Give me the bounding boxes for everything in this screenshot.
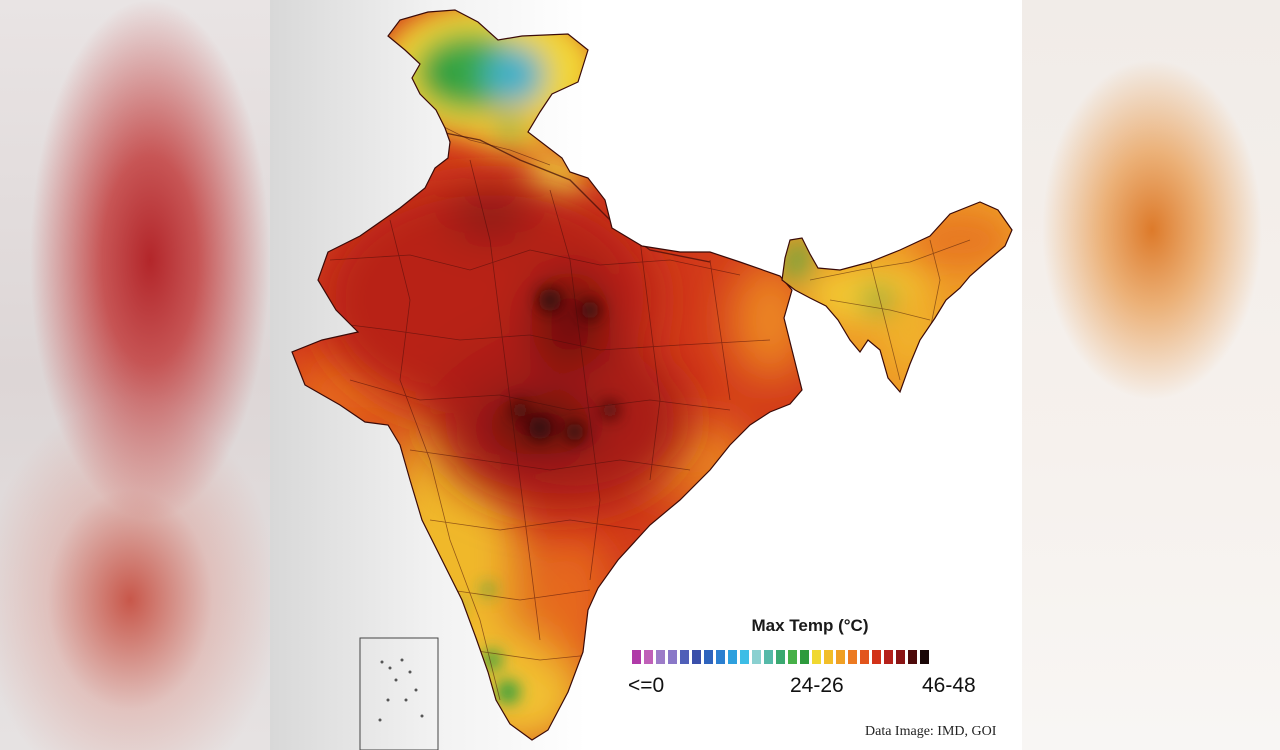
legend-swatch-10 bbox=[752, 650, 761, 664]
legend-swatch-11 bbox=[764, 650, 773, 664]
legend-label-mid: 24-26 bbox=[790, 674, 844, 697]
india-max-temperature-map bbox=[291, 9, 1013, 750]
legend-swatch-8 bbox=[728, 650, 737, 664]
northeast-region bbox=[782, 202, 1012, 392]
legend-swatch-23 bbox=[908, 650, 917, 664]
island-inset-box bbox=[359, 637, 439, 750]
image-credit: Data Image: IMD, GOI bbox=[865, 724, 997, 739]
legend-swatch-1 bbox=[644, 650, 653, 664]
legend-swatch-2 bbox=[656, 650, 665, 664]
legend-label-high: 46-48 bbox=[922, 674, 976, 697]
legend-swatch-18 bbox=[848, 650, 857, 664]
legend-title: Max Temp (°C) bbox=[751, 616, 869, 635]
legend-swatch-17 bbox=[836, 650, 845, 664]
legend-swatch-0 bbox=[632, 650, 641, 664]
legend-swatch-14 bbox=[800, 650, 809, 664]
legend-swatch-13 bbox=[788, 650, 797, 664]
legend-swatch-15 bbox=[812, 650, 821, 664]
legend-swatch-19 bbox=[860, 650, 869, 664]
legend-swatch-21 bbox=[884, 650, 893, 664]
island-dots bbox=[378, 658, 424, 722]
legend-swatch-7 bbox=[716, 650, 725, 664]
legend-swatch-6 bbox=[704, 650, 713, 664]
legend-swatch-16 bbox=[824, 650, 833, 664]
blurred-background-left bbox=[0, 0, 270, 750]
legend-swatch-20 bbox=[872, 650, 881, 664]
legend-swatch-5 bbox=[692, 650, 701, 664]
legend-label-low: <=0 bbox=[628, 674, 665, 697]
legend-swatch-12 bbox=[776, 650, 785, 664]
legend-swatch-4 bbox=[680, 650, 689, 664]
temperature-color-scale bbox=[632, 650, 929, 664]
legend-swatch-22 bbox=[896, 650, 905, 664]
legend-swatch-9 bbox=[740, 650, 749, 664]
legend-swatch-3 bbox=[668, 650, 677, 664]
blurred-background-right bbox=[1022, 0, 1280, 750]
legend-swatch-24 bbox=[920, 650, 929, 664]
